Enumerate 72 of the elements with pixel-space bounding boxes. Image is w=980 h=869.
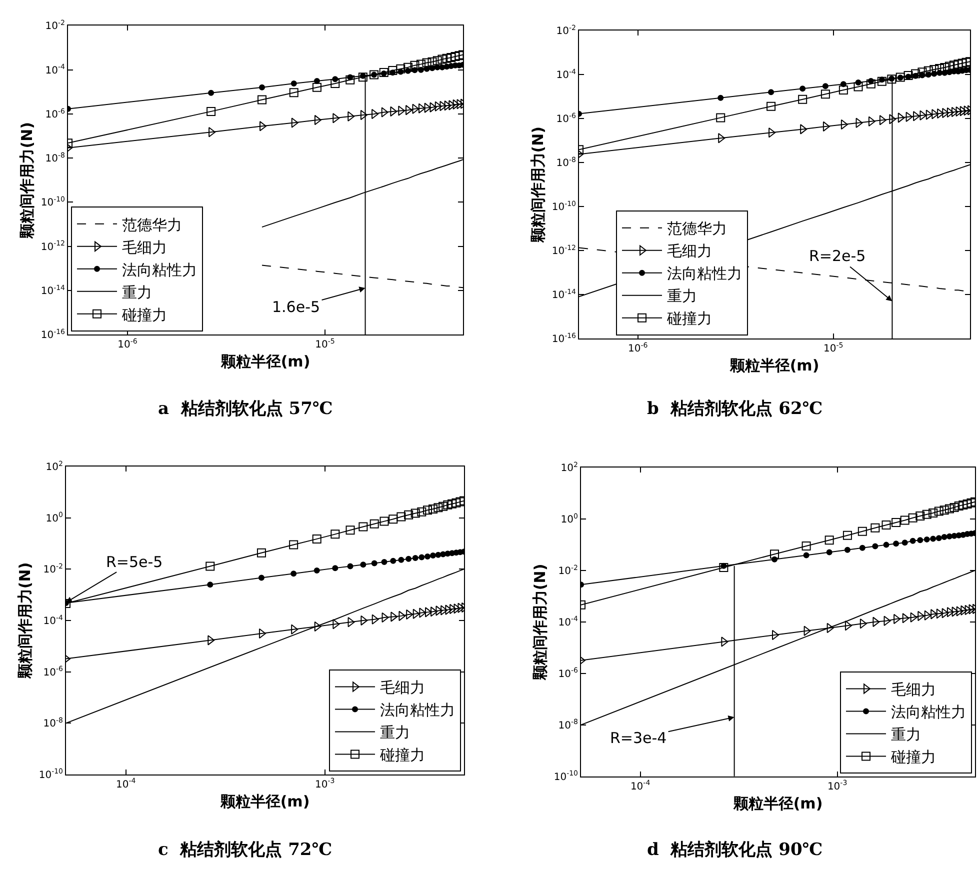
y-tick-label: 10$^{-2}$ (43, 562, 63, 576)
x-axis-title: 颗粒半径(m) (219, 792, 310, 810)
legend-label: 碰撞力 (379, 746, 425, 764)
legend-label: 法向粘性力 (667, 264, 742, 283)
annotation: 1.6e-5 (272, 298, 320, 316)
y-axis-title: 颗粒间作用力(N) (529, 126, 548, 244)
legend-label: 法向粘性力 (891, 703, 966, 722)
text: d 粘结剂软化点 90℃ (647, 840, 823, 860)
y-tick-label: 10$^{-8}$ (43, 716, 63, 730)
text: c 粘结剂软化点 72℃ (158, 840, 332, 860)
text: b 粘结剂软化点 62℃ (647, 399, 823, 419)
text: a 粘结剂软化点 57℃ (158, 399, 333, 419)
x-axis-title: 颗粒半径(m) (728, 356, 820, 375)
legend-label: 重力 (667, 287, 697, 306)
y-tick-label: 10$^{0}$ (46, 511, 63, 524)
y-tick-label: 10$^{-16}$ (40, 328, 66, 342)
annotation: R=5e-5 (106, 553, 163, 571)
y-tick-label: 10$^{-8}$ (558, 718, 578, 732)
legend-label: 毛细力 (667, 242, 712, 260)
y-axis-title: 颗粒间作用力(N) (16, 562, 34, 680)
legend-label: 毛细力 (891, 680, 936, 699)
legend-label: 范德华力 (122, 216, 182, 234)
y-tick-label: 10$^{2}$ (46, 460, 63, 473)
annotation: R=2e-5 (809, 247, 866, 265)
y-tick-label: 10$^{-14}$ (552, 288, 577, 302)
y-tick-label: 10$^{0}$ (560, 512, 578, 526)
y-tick-label: 10$^{2}$ (560, 460, 578, 474)
annotation: R=3e-4 (610, 729, 667, 747)
legend-label: 重力 (891, 726, 921, 744)
y-tick-label: 10$^{-12}$ (552, 244, 576, 258)
legend-label: 重力 (122, 283, 152, 302)
legend-label: 法向粘性力 (380, 701, 455, 720)
y-tick-label: 10$^{-4}$ (556, 68, 577, 82)
x-tick-label: 10$^{-3}$ (315, 777, 335, 790)
legend-label: 碰撞力 (121, 306, 167, 324)
legend-label: 毛细力 (380, 678, 425, 697)
y-tick-label: 10$^{-8}$ (556, 156, 576, 170)
y-axis-title: 颗粒间作用力(N) (531, 564, 550, 682)
x-tick-label: 10$^{-3}$ (827, 779, 848, 792)
x-tick-label: 10$^{-6}$ (118, 337, 138, 351)
y-tick-label: 10$^{-16}$ (552, 332, 577, 346)
y-tick-label: 10$^{-2}$ (556, 24, 576, 38)
legend-label: 法向粘性力 (122, 260, 197, 279)
y-tick-label: 10$^{-6}$ (43, 665, 64, 678)
y-tick-label: 10$^{-10}$ (554, 770, 578, 783)
legend-label: 碰撞力 (666, 310, 712, 328)
y-tick-label: 10$^{-2}$ (45, 18, 65, 32)
y-tick-label: 10$^{-10}$ (552, 200, 576, 214)
legend-label: 范德华力 (667, 220, 727, 238)
y-tick-label: 10$^{-10}$ (40, 196, 65, 209)
x-tick-label: 10$^{-4}$ (630, 779, 651, 792)
y-tick-label: 10$^{-8}$ (45, 151, 65, 165)
y-tick-label: 10$^{-14}$ (40, 284, 66, 298)
y-tick-label: 10$^{-6}$ (45, 107, 66, 120)
legend-label: 碰撞力 (890, 748, 936, 766)
y-tick-label: 10$^{-2}$ (558, 564, 578, 577)
legend-label: 重力 (380, 724, 410, 742)
y-tick-label: 10$^{-4}$ (43, 614, 64, 627)
y-tick-label: 10$^{-12}$ (40, 240, 65, 253)
x-tick-label: 10$^{-4}$ (116, 777, 136, 790)
y-tick-label: 10$^{-6}$ (556, 112, 577, 126)
y-axis-title: 颗粒间作用力(N) (18, 122, 36, 240)
legend-label: 毛细力 (122, 238, 167, 256)
x-axis-title: 颗粒半径(m) (220, 352, 310, 371)
y-tick-label: 10$^{-4}$ (45, 63, 66, 76)
x-tick-label: 10$^{-6}$ (628, 341, 648, 355)
x-tick-label: 10$^{-5}$ (823, 341, 844, 355)
x-axis-title: 颗粒半径(m) (732, 794, 823, 812)
x-tick-label: 10$^{-5}$ (315, 337, 335, 351)
y-tick-label: 10$^{-4}$ (558, 615, 579, 628)
y-tick-label: 10$^{-10}$ (38, 768, 63, 781)
y-tick-label: 10$^{-6}$ (558, 666, 579, 680)
